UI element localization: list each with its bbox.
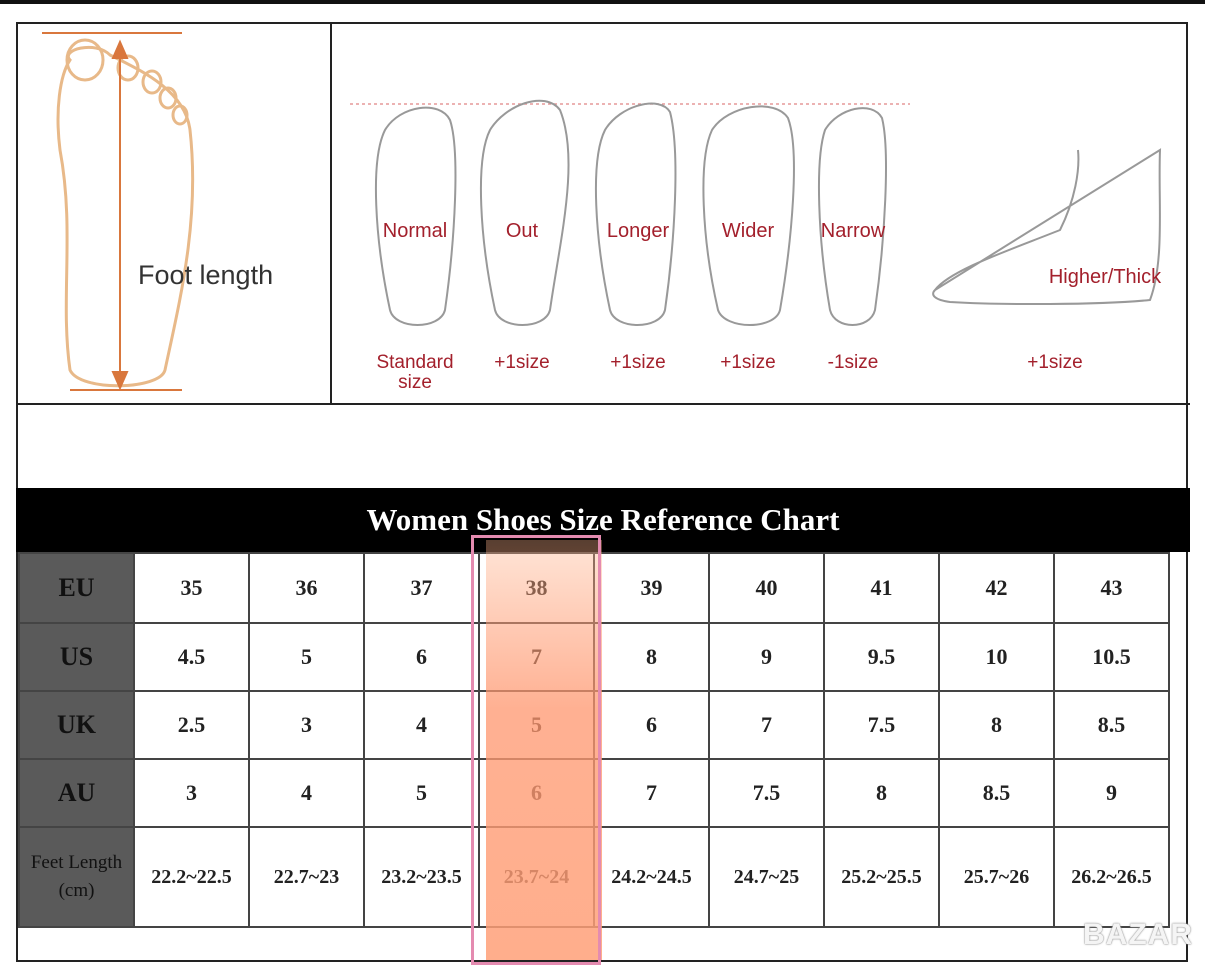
table-cell: 3 bbox=[248, 690, 365, 760]
table-cell: 10.5 bbox=[1053, 622, 1170, 692]
table-cell: 25.2~25.5 bbox=[823, 826, 940, 928]
table-cell: 8.5 bbox=[1053, 690, 1170, 760]
foot-length-label: Foot length bbox=[138, 260, 274, 290]
table-cell: 7.5 bbox=[708, 758, 825, 828]
table-cell: 7.5 bbox=[823, 690, 940, 760]
table-cell: 6 bbox=[593, 690, 710, 760]
table-cell: 36 bbox=[248, 552, 365, 624]
size-adjust: +1size bbox=[720, 352, 776, 373]
table-cell: 35 bbox=[133, 552, 250, 624]
table-cell: 25.7~26 bbox=[938, 826, 1055, 928]
table-cell: 22.7~23 bbox=[248, 826, 365, 928]
divider bbox=[330, 22, 332, 404]
foot-type-name: Wider bbox=[721, 220, 775, 242]
highlight-box bbox=[471, 535, 601, 965]
table-cell: 4 bbox=[363, 690, 480, 760]
table-cell: 10 bbox=[938, 622, 1055, 692]
foot-illustrations bbox=[42, 32, 1162, 391]
table-cell: 22.2~22.5 bbox=[133, 826, 250, 928]
table-cell: 8 bbox=[823, 758, 940, 828]
size-adjust: +1size bbox=[610, 352, 666, 373]
foot-type-name: Out bbox=[505, 220, 539, 242]
size-adjust: -1size bbox=[827, 352, 879, 373]
table-cell: 9.5 bbox=[823, 622, 940, 692]
foot-type-name: Normal bbox=[382, 220, 448, 242]
table-cell: 5 bbox=[363, 758, 480, 828]
highlight bbox=[486, 540, 602, 960]
row-header: AU bbox=[18, 758, 135, 828]
table-row: EU353637383940414243 bbox=[18, 552, 1170, 624]
foot-type-name: Higher/Thick bbox=[1048, 266, 1162, 288]
table-cell: 8 bbox=[938, 690, 1055, 760]
row-header: UK bbox=[18, 690, 135, 760]
table-cell: 41 bbox=[823, 552, 940, 624]
table-cell: 4.5 bbox=[133, 622, 250, 692]
table-cell: 42 bbox=[938, 552, 1055, 624]
divider bbox=[16, 403, 1190, 405]
size-adjust: +1size bbox=[494, 352, 550, 373]
table-cell: 8 bbox=[593, 622, 710, 692]
table-cell: 8.5 bbox=[938, 758, 1055, 828]
top-border bbox=[0, 0, 1205, 4]
table-cell: 4 bbox=[248, 758, 365, 828]
table-cell: 7 bbox=[593, 758, 710, 828]
table-row: UK2.5345677.588.5 bbox=[18, 690, 1170, 760]
table-title: Women Shoes Size Reference Chart bbox=[16, 488, 1190, 552]
table-cell: 43 bbox=[1053, 552, 1170, 624]
foot-type-name: Narrow bbox=[820, 220, 886, 242]
table-cell: 6 bbox=[363, 622, 480, 692]
table-cell: 24.7~25 bbox=[708, 826, 825, 928]
row-header: Feet Length (cm) bbox=[18, 826, 135, 928]
table-cell: 23.2~23.5 bbox=[363, 826, 480, 928]
table-cell: 39 bbox=[593, 552, 710, 624]
watermark: BAZAR bbox=[1083, 918, 1193, 951]
table-cell: 9 bbox=[708, 622, 825, 692]
size-adjust: +1size bbox=[1027, 352, 1083, 373]
row-header: US bbox=[18, 622, 135, 692]
size-adjust: Standard size bbox=[376, 352, 454, 393]
table-cell: 3 bbox=[133, 758, 250, 828]
foot-type-name: Longer bbox=[606, 220, 670, 242]
table-cell: 26.2~26.5 bbox=[1053, 826, 1170, 928]
row-header: EU bbox=[18, 552, 135, 624]
table-cell: 24.2~24.5 bbox=[593, 826, 710, 928]
table-cell: 37 bbox=[363, 552, 480, 624]
table-cell: 2.5 bbox=[133, 690, 250, 760]
table-cell: 7 bbox=[708, 690, 825, 760]
table-cell: 9 bbox=[1053, 758, 1170, 828]
table-cell: 40 bbox=[708, 552, 825, 624]
table-cell: 5 bbox=[248, 622, 365, 692]
